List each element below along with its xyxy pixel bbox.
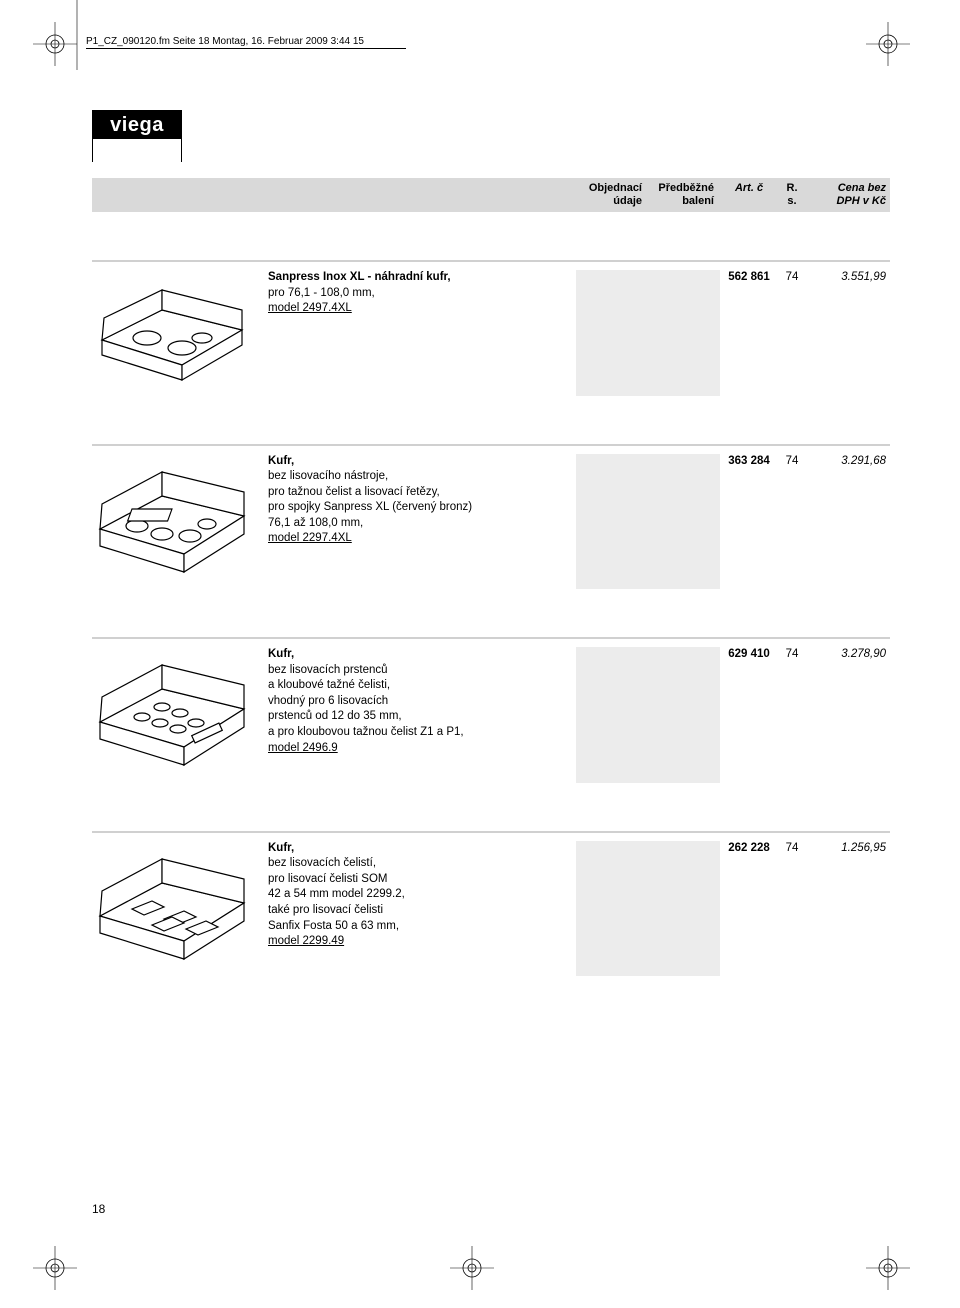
- document-header-line: P1_CZ_090120.fm Seite 18 Montag, 16. Feb…: [86, 36, 406, 49]
- catalog-table: Objednací údaje Předběžné balení Art. č …: [92, 178, 890, 976]
- page-number: 18: [92, 1202, 105, 1216]
- crop-mark-bc: [450, 1246, 494, 1290]
- th-objednaci: Objednací údaje: [576, 182, 648, 208]
- product-image: [92, 841, 262, 977]
- model-link[interactable]: model 2497.4XL: [268, 302, 352, 314]
- rs-value: 74: [778, 841, 806, 977]
- th-predbezne: Předběžné balení: [648, 182, 720, 208]
- rs-value: 74: [778, 270, 806, 396]
- crop-mark-br: [866, 1246, 910, 1290]
- price-value: 3.278,90: [806, 647, 890, 783]
- model-link[interactable]: model 2297.4XL: [268, 532, 352, 544]
- model-link[interactable]: model 2496.9: [268, 742, 338, 754]
- price-value: 1.256,95: [806, 841, 890, 977]
- crop-mark-tr: [866, 22, 910, 66]
- product-description: Kufr, bez lisovacích čelistí, pro lisova…: [262, 841, 576, 977]
- th-price: Cena bez DPH v Kč: [806, 182, 890, 208]
- product-row: Kufr, bez lisovacích prstenců a kloubové…: [92, 637, 890, 783]
- crop-mark-bl: [33, 1246, 77, 1290]
- product-row: Kufr, bez lisovacích čelistí, pro lisova…: [92, 831, 890, 977]
- product-image: [92, 270, 262, 396]
- art-number: 262 228: [720, 841, 778, 977]
- table-header-row: Objednací údaje Předběžné balení Art. č …: [92, 178, 890, 212]
- th-rs: R. s.: [778, 182, 806, 208]
- product-image: [92, 454, 262, 590]
- product-row: Sanpress Inox XL - náhradní kufr, pro 76…: [92, 260, 890, 396]
- art-number: 562 861: [720, 270, 778, 396]
- th-art: Art. č: [720, 182, 778, 208]
- product-row: Kufr, bez lisovacího nástroje, pro tažno…: [92, 444, 890, 590]
- art-number: 629 410: [720, 647, 778, 783]
- product-description: Kufr, bez lisovacích prstenců a kloubové…: [262, 647, 576, 783]
- crop-mark-tl: [33, 22, 77, 66]
- rs-value: 74: [778, 454, 806, 590]
- price-value: 3.551,99: [806, 270, 890, 396]
- product-image: [92, 647, 262, 783]
- product-description: Sanpress Inox XL - náhradní kufr, pro 76…: [262, 270, 576, 396]
- rs-value: 74: [778, 647, 806, 783]
- product-description: Kufr, bez lisovacího nástroje, pro tažno…: [262, 454, 576, 590]
- price-value: 3.291,68: [806, 454, 890, 590]
- model-link[interactable]: model 2299.49: [268, 935, 344, 947]
- crop-tick: [76, 0, 78, 70]
- art-number: 363 284: [720, 454, 778, 590]
- viega-logo: viega: [92, 110, 182, 162]
- logo-text: viega: [93, 111, 181, 139]
